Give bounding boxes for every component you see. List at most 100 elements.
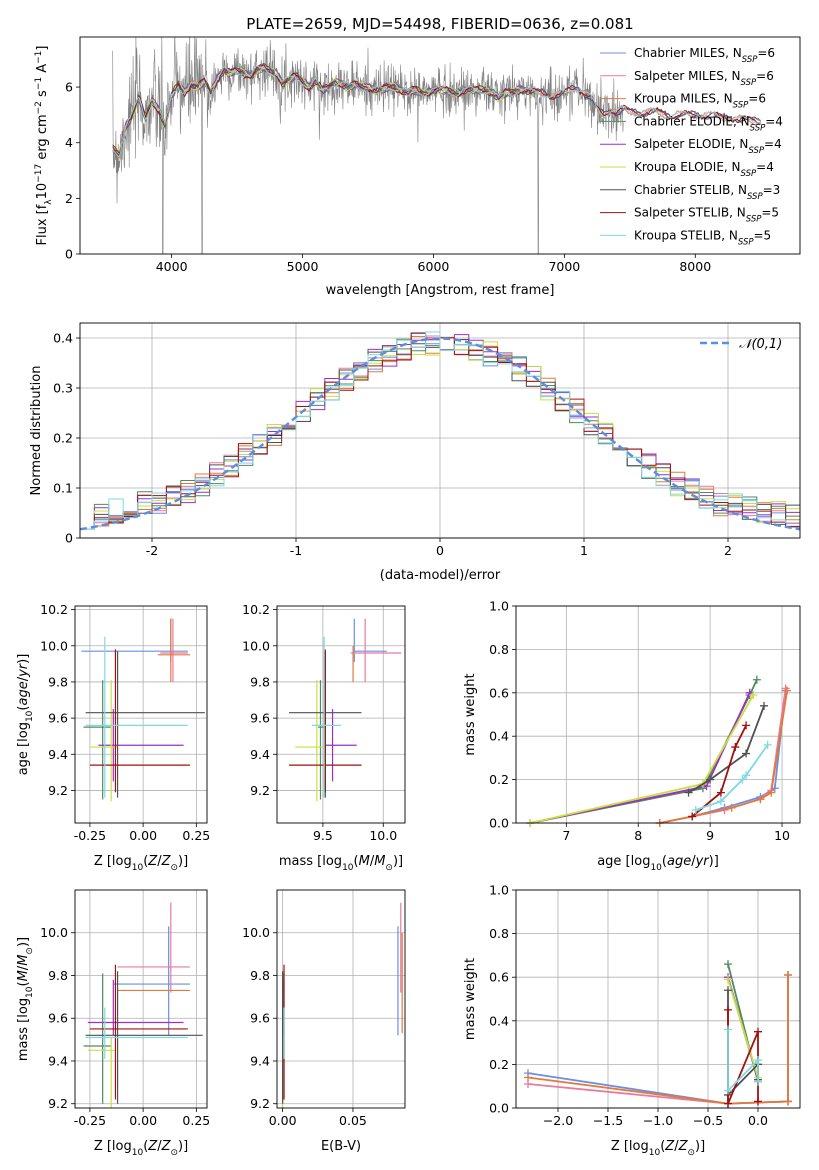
weight-line-salpeter_miles xyxy=(659,688,787,824)
x-tick-label: 7 xyxy=(562,828,570,843)
y-tick-label: 1.0 xyxy=(489,599,509,614)
weight-marker-chabrier_stelib xyxy=(724,986,732,995)
model-line-kroupa_stelib xyxy=(112,65,762,157)
y-tick-label: 9.2 xyxy=(250,1096,270,1111)
weight-marker-kroupa_miles xyxy=(756,795,765,804)
weight-marker-kroupa_stelib xyxy=(724,1025,732,1034)
axes-frame xyxy=(276,605,406,824)
y-tick-label: 0.0 xyxy=(489,1101,509,1116)
y-tick-label: 0.8 xyxy=(489,926,509,941)
y-tick-label: 9.8 xyxy=(48,968,68,983)
x-tick-label: 8 xyxy=(634,828,642,843)
y-tick-label: 2 xyxy=(65,191,73,206)
x-tick-label: 9 xyxy=(706,828,714,843)
figure-title: PLATE=2659, MJD=54498, FIBERID=0636, z=0… xyxy=(246,15,633,33)
x-tick-label: 0 xyxy=(436,543,444,558)
axes-frame xyxy=(74,889,208,1109)
x-tick-label: 9.5 xyxy=(313,828,333,843)
legend-label: Chabrier ELODIE, NSSP=4 xyxy=(634,114,783,133)
y-tick-label: 0 xyxy=(65,531,73,546)
axes-frame xyxy=(515,889,801,1109)
y-tick-label: 9.6 xyxy=(250,711,270,726)
y-axis-label: Normed distribution xyxy=(29,366,44,496)
weight-marker-chabrier_stelib xyxy=(706,775,715,784)
weight-marker-chabrier_elodie xyxy=(752,675,761,684)
x-tick-label: -2 xyxy=(146,543,158,558)
legend-label: Salpeter ELODIE, NSSP=4 xyxy=(634,137,782,156)
y-tick-label: 0.6 xyxy=(489,685,509,700)
weight-line-chabrier_stelib xyxy=(688,705,765,794)
x-axis-label: (data-model)/error xyxy=(380,568,501,583)
x-tick-label: 0.25 xyxy=(182,1113,210,1128)
x-tick-label: 2 xyxy=(724,543,732,558)
weight-marker-chabrier_stelib xyxy=(684,788,693,797)
x-tick-label: 8000 xyxy=(679,259,711,274)
x-tick-label: −2.0 xyxy=(543,1113,573,1128)
weight-marker-kroupa_miles xyxy=(524,1073,532,1082)
weight-marker-salpeter_stelib xyxy=(688,812,697,821)
model-line-chabrier_elodie xyxy=(112,67,532,156)
weight-line-kroupa_stelib xyxy=(727,1029,759,1093)
legend-label: Kroupa MILES, NSSP=6 xyxy=(634,92,766,111)
y-tick-label: 9.4 xyxy=(48,747,68,762)
data-spectrum xyxy=(112,37,624,254)
y-tick-label: 10.0 xyxy=(242,638,270,653)
legend-label: Salpeter STELIB, NSSP=5 xyxy=(634,206,779,225)
legend-label: Salpeter MILES, NSSP=6 xyxy=(634,69,774,88)
x-tick-label: 1 xyxy=(580,543,588,558)
panel-spectrum: 4000 5000 6000 7000 8000 0 2 4 6 Chabrier MILES, … xyxy=(34,36,801,298)
axes-frame xyxy=(515,605,801,824)
weight-marker-kroupa_elodie xyxy=(724,975,732,984)
y-tick-label: 10.0 xyxy=(40,925,68,940)
weight-marker-kroupa_stelib xyxy=(738,775,747,784)
weight-marker-kroupa_miles xyxy=(783,686,792,695)
y-tick-label: 0.4 xyxy=(489,1013,509,1028)
weight-marker-salpeter_stelib xyxy=(724,1099,732,1108)
panel-mass_vs_age: 9.5 10.0 9.2 9.4 9.6 9.8 10.0 10.2 mass [log10(M… xyxy=(242,602,406,873)
x-tick-label: 0.25 xyxy=(182,828,210,843)
axis-label: mass [log10(M/M⊙)] xyxy=(279,854,403,873)
x-tick-label: 7000 xyxy=(548,259,580,274)
weight-marker-salpeter_stelib xyxy=(731,743,740,752)
y-tick-label: 10.0 xyxy=(242,925,270,940)
weight-marker-chabrier_stelib xyxy=(760,701,769,710)
y-tick-label: 0.1 xyxy=(53,481,73,496)
weight-marker-kroupa_miles xyxy=(767,788,776,797)
legend-label: Kroupa STELIB, NSSP=5 xyxy=(634,228,771,247)
y-tick-label: 9.2 xyxy=(250,783,270,798)
x-tick-label: 10.0 xyxy=(369,828,397,843)
x-axis-label: wavelength [Angstrom, rest frame] xyxy=(326,283,555,298)
y-tick-label: 10.0 xyxy=(40,638,68,653)
normal-curve xyxy=(80,337,800,531)
y-tick-label: 0.6 xyxy=(489,970,509,985)
y-tick-label: 9.2 xyxy=(48,783,68,798)
y-tick-label: 0.4 xyxy=(489,729,509,744)
x-tick-label: 0.00 xyxy=(269,1113,297,1128)
weight-line-salpeter_stelib xyxy=(691,724,747,818)
weight-line-kroupa_miles xyxy=(659,690,788,824)
panel-age_weights: 7 8 9 10 0.0 0.2 0.4 0.6 0.8 1.0 age [log10(age/yr… xyxy=(463,599,801,873)
x-tick-label: −1.5 xyxy=(593,1113,623,1128)
weight-marker-chabrier_elodie xyxy=(724,960,732,969)
x-tick-label: -1 xyxy=(290,543,302,558)
y-tick-label: 9.4 xyxy=(250,747,270,762)
x-tick-label: 6000 xyxy=(418,259,450,274)
x-tick-label: 0.00 xyxy=(129,828,157,843)
panel-Z_weights: −2.0 −1.5 −1.0 −0.5 0.0 0.0 0.2 0.4 0.6 0.8 1.0 Z [… xyxy=(463,883,801,1158)
legend-label: Kroupa ELODIE, NSSP=4 xyxy=(634,160,774,179)
axis-label: mass [log10(M/M⊙)] xyxy=(16,937,35,1061)
panel-residual_histogram: -2 -1 0 1 2 0 0.1 0.2 0.3 0.4 𝒩(0,1) (data-model)/e… xyxy=(29,322,801,583)
model-line-kroupa_elodie xyxy=(112,65,532,153)
y-tick-label: 0 xyxy=(65,247,73,262)
panel-Z_vs_mass: -0.25 0.00 0.25 9.2 9.4 9.6 9.8 10.0 Z [log10(Z/… xyxy=(16,889,210,1158)
weight-marker-kroupa_elodie xyxy=(749,690,758,699)
y-tick-label: 0.8 xyxy=(489,642,509,657)
x-tick-label: 0.0 xyxy=(748,1113,768,1128)
weight-marker-salpeter_stelib xyxy=(742,721,751,730)
weight-marker-salpeter_stelib xyxy=(724,1005,732,1014)
x-tick-label: 4000 xyxy=(156,259,188,274)
y-tick-label: 1.0 xyxy=(489,883,509,898)
panel-Z_vs_age: -0.25 0.00 0.25 9.2 9.4 9.6 9.8 10.0 10.2 Z [log1… xyxy=(16,602,210,873)
x-tick-label: 10 xyxy=(774,828,790,843)
y-tick-label: 0.2 xyxy=(489,1057,509,1072)
